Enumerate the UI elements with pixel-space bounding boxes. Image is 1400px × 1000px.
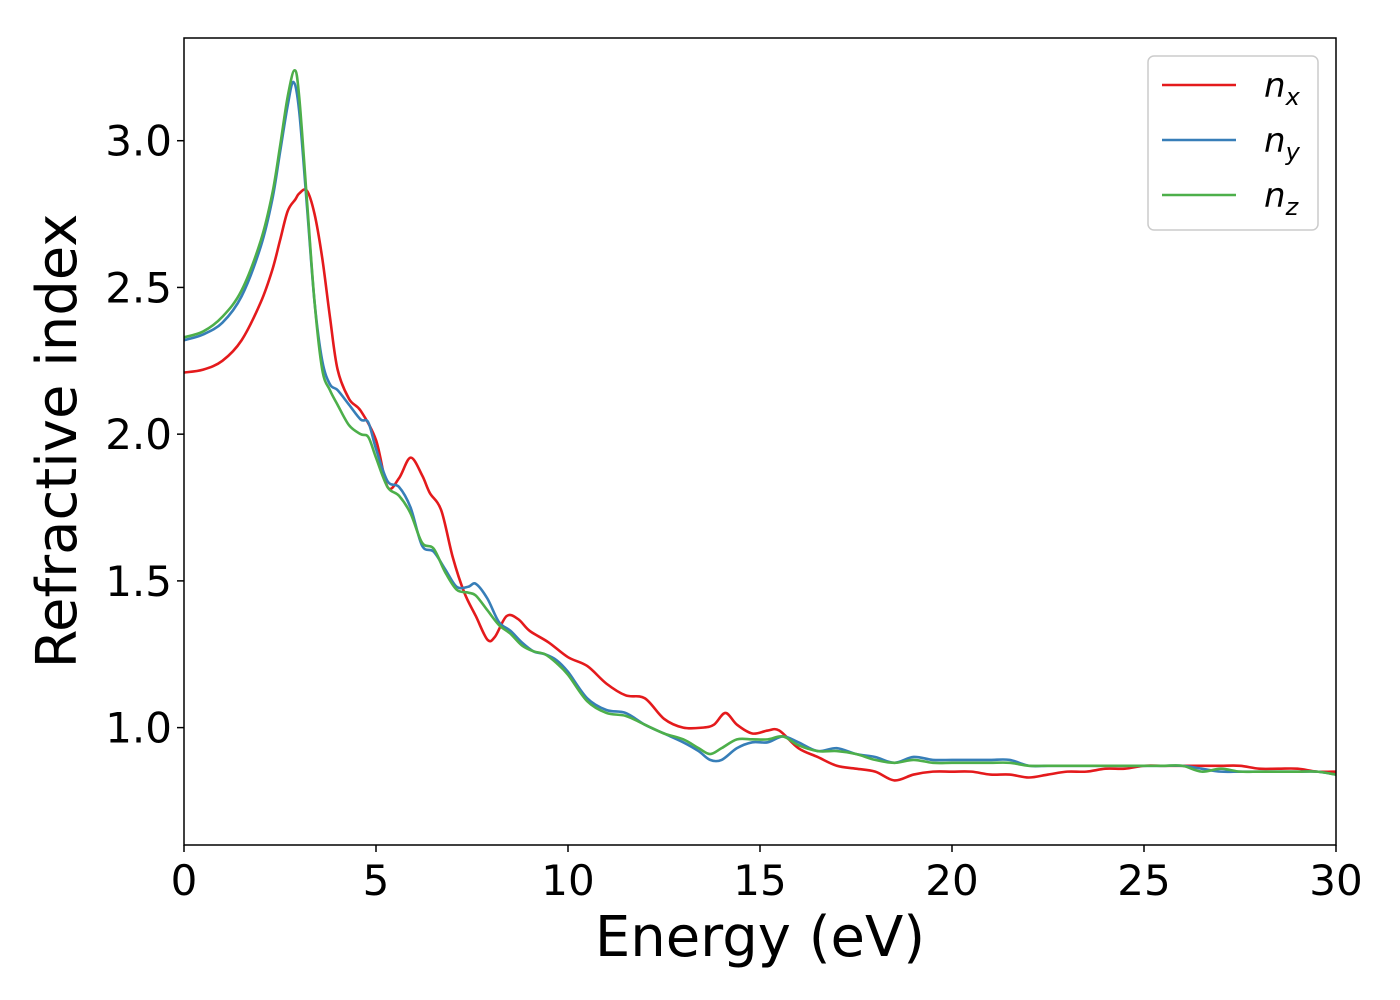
x-axis-ticks: 0 5 10 15 20 25 30 [171, 845, 1363, 905]
y-tick-label: 2.5 [105, 263, 172, 312]
y-axis-label: Refractive index [25, 214, 90, 669]
y-tick-label: 2.0 [105, 410, 172, 459]
x-tick-label: 25 [1117, 856, 1170, 905]
legend: nx ny nz [1147, 55, 1319, 231]
y-tick-label: 3.0 [105, 117, 172, 166]
y-axis-ticks: 1.0 1.5 2.0 2.5 3.0 [105, 117, 184, 753]
x-tick-label: 10 [541, 856, 594, 905]
x-tick-label: 15 [733, 856, 786, 905]
legend-label-nz: nz [1264, 176, 1300, 221]
y-tick-label: 1.0 [105, 704, 172, 753]
legend-label-nx: nx [1264, 66, 1301, 111]
legend-box [1147, 55, 1319, 231]
y-tick-label: 1.5 [105, 557, 172, 606]
legend-label-ny: ny [1264, 121, 1301, 166]
series-line-nz [184, 68, 1336, 776]
x-tick-label: 30 [1309, 856, 1362, 905]
x-tick-label: 20 [925, 856, 978, 905]
series-layer [184, 68, 1336, 782]
x-tick-label: 0 [171, 856, 198, 905]
series-line-nx [184, 188, 1336, 782]
x-tick-label: 5 [363, 856, 390, 905]
x-axis-label: Energy (eV) [595, 905, 925, 970]
